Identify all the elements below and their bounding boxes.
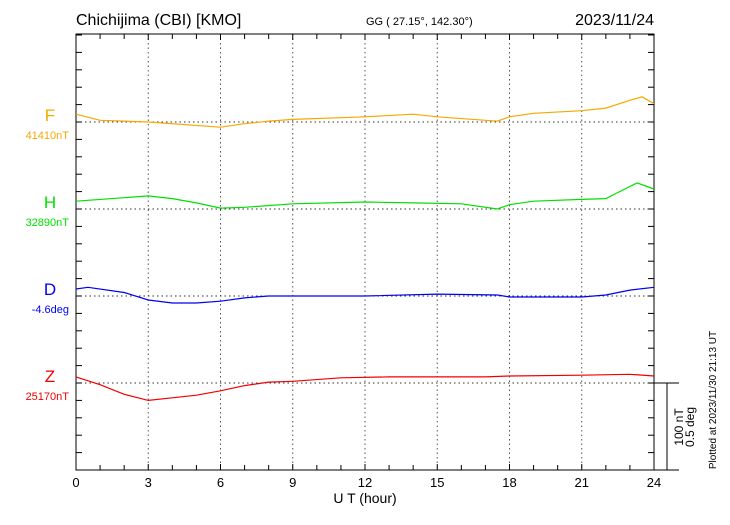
scale-label-nt: 100 nT [672, 408, 686, 446]
x-tick-label: 6 [217, 475, 224, 490]
chart-date: 2023/11/24 [575, 12, 654, 29]
x-tick-label: 12 [358, 475, 372, 490]
x-tick-label: 9 [289, 475, 296, 490]
series-line-Z [75, 373, 655, 402]
baseline-label-Z: 25170nT [26, 391, 70, 403]
series-line-D [75, 286, 655, 304]
x-axis-label: U T (hour) [333, 490, 396, 506]
series-name-Z: Z [45, 367, 55, 386]
baseline-label-D: -4.6deg [32, 304, 69, 316]
plotted-footer: Plotted at 2023/11/30 21:13 UT [708, 331, 719, 469]
chart-subtitle: GG ( 27.15°, 142.30°) [366, 16, 473, 28]
baseline-label-H: 32890nT [26, 217, 70, 229]
series-name-H: H [44, 193, 56, 212]
x-tick-label: 21 [575, 475, 589, 490]
chart-title: Chichijima (CBI) [KMO] [76, 12, 241, 29]
series-line-H [75, 182, 655, 210]
x-tick-label: 0 [72, 475, 79, 490]
plot-frame [75, 33, 655, 471]
scale-label-deg: 0.5 deg [683, 407, 697, 447]
series-name-D: D [44, 280, 56, 299]
series-line-F [75, 96, 655, 128]
baseline-label-F: 41410nT [26, 130, 70, 142]
x-tick-label: 3 [145, 475, 152, 490]
x-tick-label: 15 [430, 475, 444, 490]
series-name-F: F [45, 106, 55, 125]
x-tick-label: 24 [647, 475, 661, 490]
x-tick-label: 18 [502, 475, 516, 490]
